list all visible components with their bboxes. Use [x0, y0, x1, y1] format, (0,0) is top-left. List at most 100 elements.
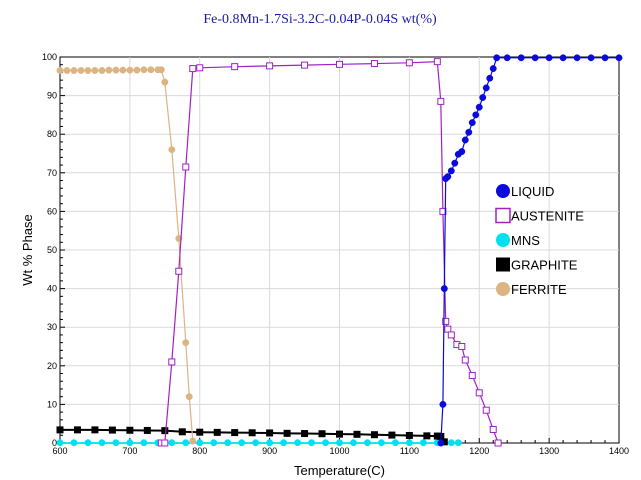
data-point-austenite: [482, 406, 490, 414]
legend-label-ferrite: FERRITE: [511, 282, 567, 297]
series-line-ferrite: [60, 69, 194, 442]
data-point-ferrite: [70, 67, 78, 74]
data-point-liquid: [439, 400, 447, 408]
y-axis-label: Wt % Phase: [20, 214, 35, 286]
data-point-mns: [280, 439, 288, 447]
data-point-mns: [447, 439, 455, 447]
data-point-ferrite: [140, 66, 148, 74]
data-point-ferrite: [189, 437, 197, 445]
y-tick-label: 10: [47, 399, 57, 409]
data-point-ferrite: [157, 66, 165, 74]
data-point-austenite: [175, 267, 183, 275]
legend-item-mns: MNS: [496, 233, 540, 248]
data-point-graphite: [353, 430, 361, 438]
data-point-graphite: [73, 426, 81, 434]
legend: LIQUID AUSTENITE MNS GRAPHITE FERRITE: [495, 184, 584, 297]
legend-label-graphite: GRAPHITE: [511, 258, 578, 273]
data-point-graphite: [161, 427, 169, 435]
data-point-mns: [56, 439, 64, 447]
data-point-liquid: [458, 148, 466, 156]
data-point-graphite: [370, 431, 378, 439]
data-point-mns: [391, 439, 399, 447]
data-point-liquid: [517, 54, 525, 62]
x-tick-label: 1100: [400, 446, 419, 456]
data-point-mns: [350, 439, 357, 447]
data-point-austenite: [461, 356, 469, 364]
data-point-austenite: [266, 62, 274, 70]
data-point-mns: [112, 439, 120, 447]
data-point-ferrite: [91, 67, 99, 74]
data-point-ferrite: [168, 146, 176, 154]
x-tick-label: 800: [192, 446, 207, 456]
data-point-mns: [84, 439, 92, 447]
y-tick-label: 80: [47, 129, 57, 139]
data-point-liquid: [601, 54, 609, 62]
data-point-austenite: [405, 59, 413, 67]
data-point-liquid: [461, 136, 469, 144]
data-point-liquid: [437, 439, 445, 447]
data-point-ferrite: [147, 66, 155, 74]
data-point-austenite: [458, 343, 466, 350]
data-point-austenite: [475, 389, 483, 397]
data-point-liquid: [472, 111, 480, 119]
data-point-liquid: [573, 54, 581, 62]
data-point-austenite: [494, 439, 502, 447]
y-tick-label: 50: [47, 245, 57, 255]
data-point-mns: [336, 439, 343, 447]
data-point-liquid: [503, 54, 511, 62]
data-point-liquid: [486, 74, 494, 82]
data-point-liquid: [444, 173, 452, 181]
y-tick-label: 100: [42, 52, 57, 62]
data-point-graphite: [423, 432, 431, 440]
data-point-ferrite: [77, 67, 85, 74]
data-point-mns: [126, 439, 134, 447]
series-austenite: [157, 58, 502, 447]
data-point-mns: [70, 439, 78, 447]
data-point-austenite: [447, 331, 455, 339]
data-point-graphite: [248, 429, 256, 437]
x-axis-label: Temperature(C): [294, 463, 385, 478]
data-point-austenite: [336, 60, 343, 68]
data-point-mns: [168, 439, 176, 447]
data-point-austenite: [370, 60, 378, 68]
data-point-graphite: [318, 430, 326, 438]
data-point-mns: [405, 439, 413, 447]
data-point-ferrite: [182, 339, 190, 347]
legend-label-liquid: LIQUID: [511, 184, 554, 199]
data-point-mns: [308, 439, 315, 447]
data-point-mns: [210, 439, 218, 447]
x-tick-label: 600: [52, 446, 67, 456]
data-point-ferrite: [56, 67, 64, 74]
data-point-graphite: [126, 426, 134, 434]
data-point-liquid: [482, 84, 490, 92]
data-point-mns: [266, 439, 274, 447]
data-point-mns: [224, 439, 232, 447]
data-point-mns: [294, 439, 302, 447]
data-point-ferrite: [161, 78, 169, 86]
data-point-liquid: [468, 119, 476, 127]
axes: 600 700 800 900 1000 1100 1200 1300 1400 0 10 20 30 4…: [42, 52, 629, 456]
data-point-graphite: [283, 429, 291, 437]
data-point-austenite: [182, 163, 190, 171]
x-tick-label: 1200: [469, 446, 489, 456]
data-point-liquid: [493, 54, 501, 62]
legend-label-mns: MNS: [511, 233, 540, 248]
data-point-austenite: [301, 61, 309, 69]
data-point-liquid: [615, 54, 623, 62]
data-point-graphite: [266, 429, 274, 437]
x-tick-label: 1300: [539, 446, 559, 456]
y-tick-label: 40: [47, 284, 57, 294]
y-tick-label: 60: [47, 206, 57, 216]
legend-marker-graphite: [496, 257, 510, 272]
data-point-liquid: [440, 285, 448, 293]
data-point-graphite: [405, 431, 413, 439]
data-point-graphite: [388, 431, 396, 439]
data-point-mns: [377, 439, 385, 447]
data-point-ferrite: [119, 66, 127, 74]
x-tick-label: 1000: [329, 446, 349, 456]
data-point-ferrite: [98, 67, 106, 74]
data-point-ferrite: [112, 66, 120, 74]
data-point-graphite: [336, 430, 343, 438]
legend-marker-ferrite: [496, 282, 510, 296]
